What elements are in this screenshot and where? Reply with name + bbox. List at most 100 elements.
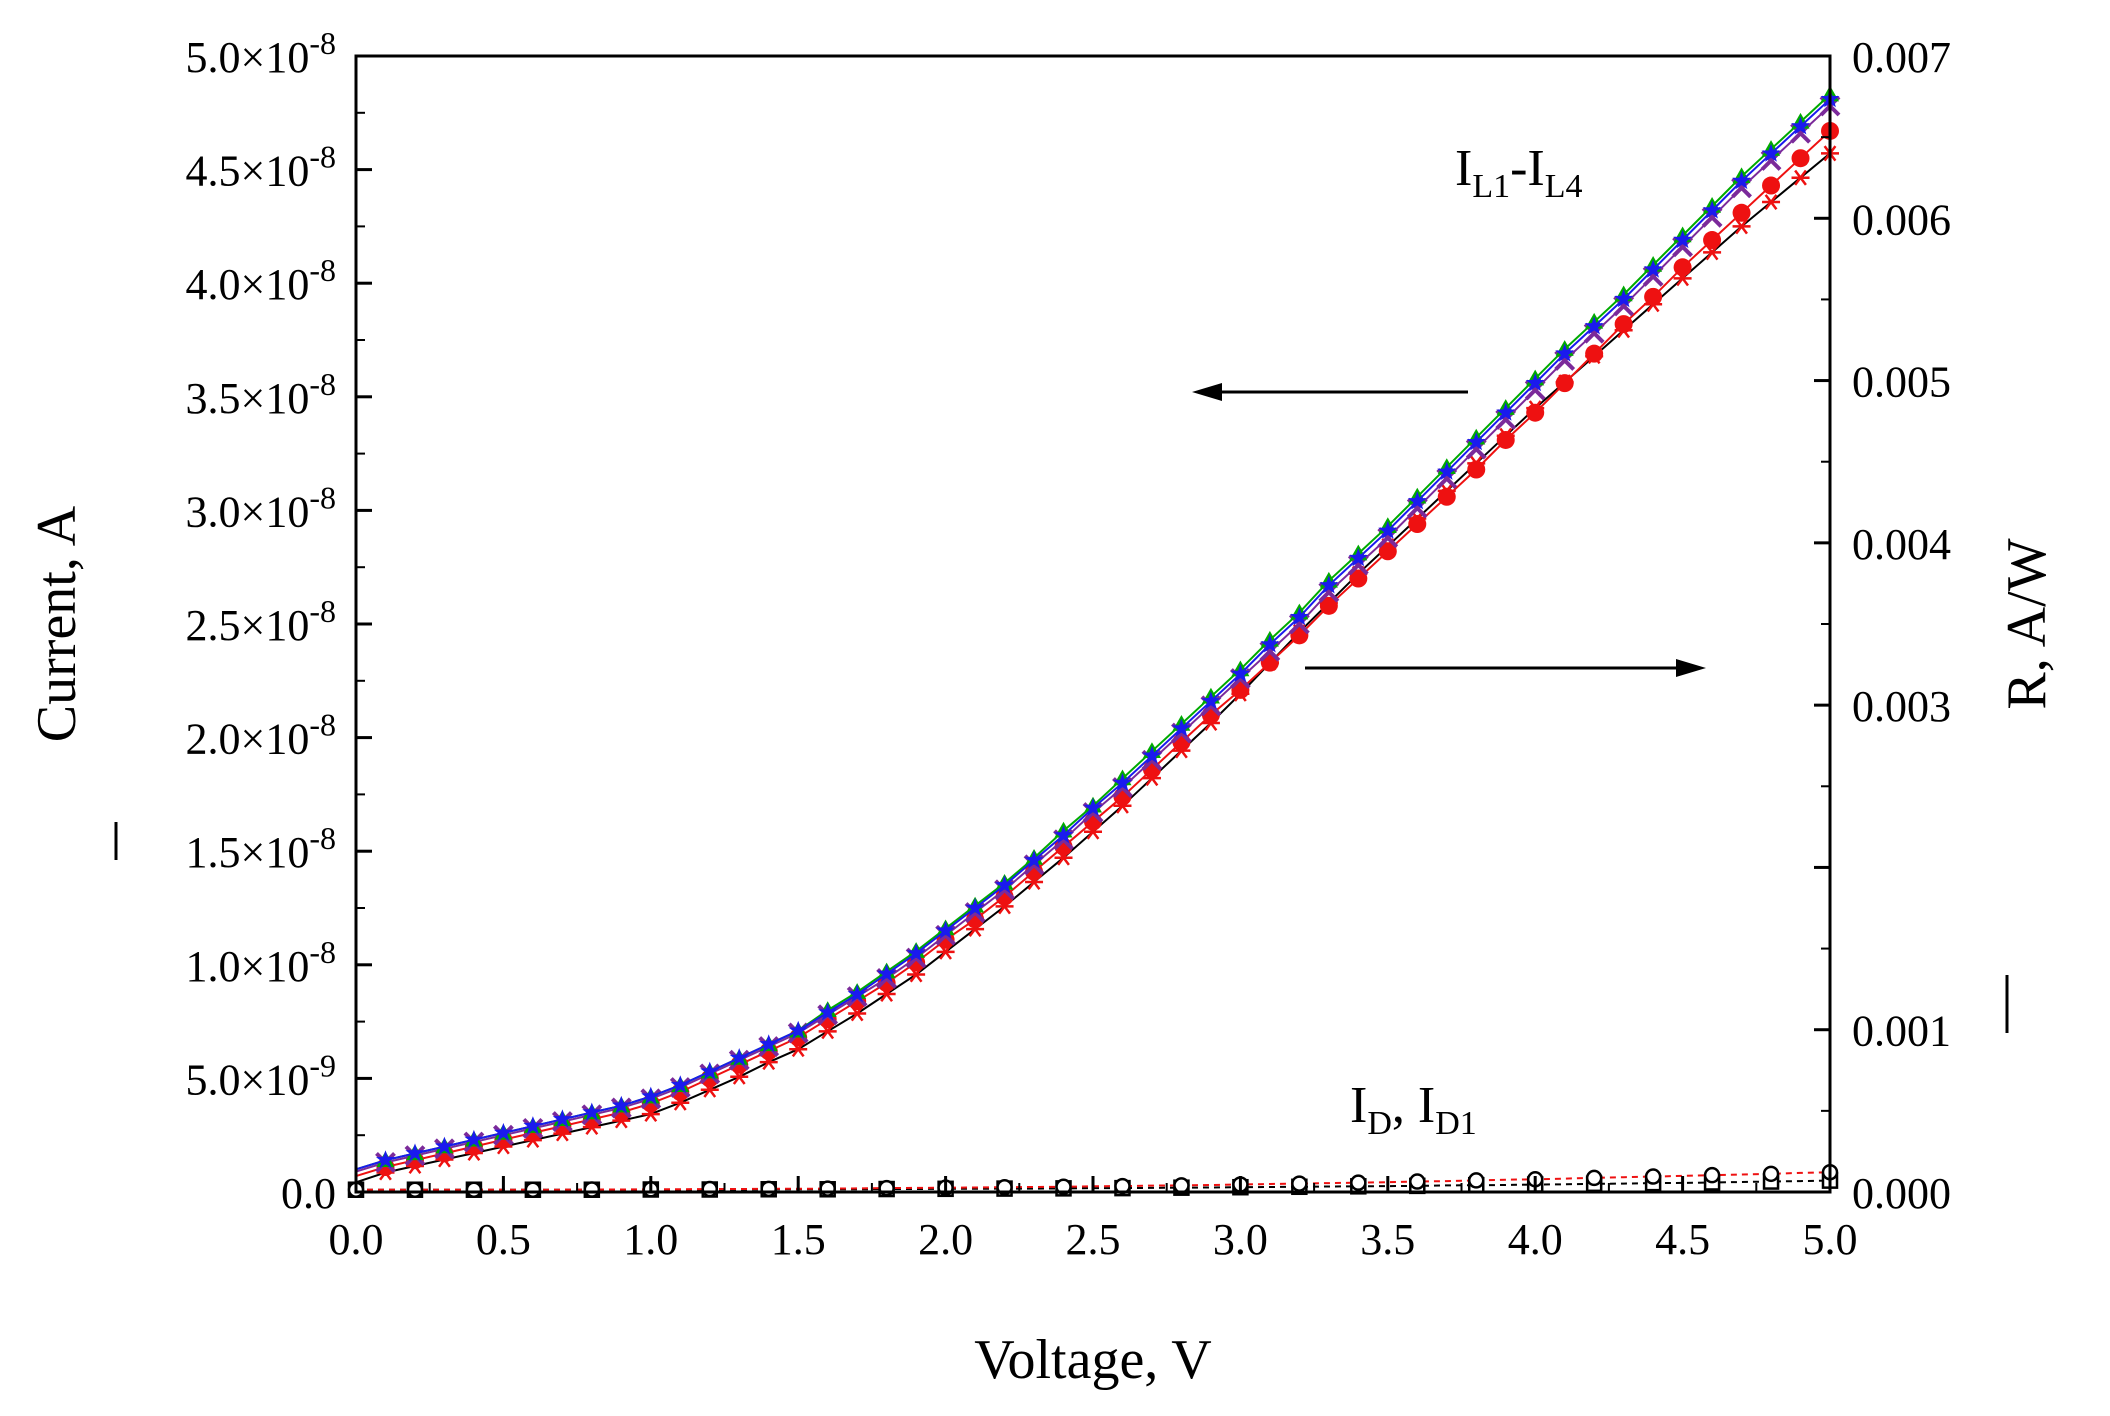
- y-tick-label: 2.5×10-8: [186, 593, 336, 650]
- data-point: [1673, 258, 1692, 277]
- data-point: [1762, 1165, 1780, 1183]
- data-point: [1466, 432, 1486, 451]
- dark-current-label: ID, ID1: [1350, 1077, 1477, 1142]
- data-point: [1673, 230, 1693, 249]
- y-tick-label: 3.5×10-8: [186, 366, 336, 423]
- data-point: [1467, 1172, 1485, 1189]
- data-point: [1643, 259, 1663, 278]
- y2-tick-label: 0.001: [1852, 1007, 1951, 1056]
- data-point: [582, 1102, 602, 1121]
- data-point: [965, 898, 985, 917]
- x-tick-label: 2.0: [918, 1215, 973, 1264]
- data-point: [700, 1061, 720, 1080]
- x-tick-label: 4.0: [1508, 1215, 1563, 1264]
- data-point: [1703, 1166, 1721, 1184]
- data-point: [729, 1048, 749, 1066]
- data-point: [1614, 289, 1634, 308]
- data-point: [1349, 569, 1368, 588]
- x-axis-title: Voltage, V: [974, 1329, 1211, 1391]
- data-point: [464, 1129, 484, 1148]
- data-point: [406, 1181, 424, 1198]
- data-point: [1555, 374, 1574, 393]
- data-point: [701, 1180, 719, 1198]
- data-point: [376, 1150, 395, 1169]
- data-point: [1496, 402, 1516, 421]
- series-il2: [355, 89, 1840, 1171]
- data-point: [1437, 487, 1456, 506]
- data-point: [877, 963, 897, 982]
- y-tick-label: 0.0: [281, 1169, 336, 1218]
- data-point: [1350, 1174, 1367, 1191]
- data-point: [1732, 218, 1751, 235]
- data-point: [1171, 718, 1191, 737]
- y-tick-label: 1.0×10-8: [186, 934, 336, 991]
- x-tick-label: 1.0: [623, 1215, 678, 1264]
- x-tick-label: 3.0: [1213, 1215, 1268, 1264]
- data-point: [1702, 200, 1722, 219]
- data-point: [1113, 773, 1132, 792]
- data-point: [1024, 850, 1044, 869]
- data-point: [1201, 691, 1221, 710]
- x-tick-label: 2.5: [1066, 1215, 1121, 1264]
- data-point: [1083, 798, 1103, 817]
- y2-tick-label: 0.006: [1852, 195, 1951, 244]
- data-point: [405, 1143, 425, 1162]
- data-point: [1378, 520, 1398, 539]
- data-point: [524, 1181, 542, 1198]
- data-point: [1525, 373, 1545, 392]
- y-tick-label: 4.0×10-8: [186, 252, 336, 309]
- data-point: [1791, 169, 1810, 186]
- data-point: [1289, 607, 1309, 626]
- x-tick-label: 4.5: [1655, 1215, 1710, 1264]
- data-point: [1409, 1173, 1426, 1190]
- data-point: [1230, 664, 1250, 683]
- data-point: [1378, 542, 1397, 561]
- data-point: [1173, 1177, 1190, 1194]
- data-point: [1644, 287, 1663, 306]
- y2-axis-title: R, A/W: [1996, 538, 2058, 709]
- data-point: [1054, 825, 1073, 844]
- data-point: [465, 1181, 483, 1198]
- y2-tick-label: 0.000: [1852, 1169, 1951, 1218]
- y2-tick-label: 0.003: [1852, 682, 1951, 731]
- data-point: [1408, 515, 1427, 534]
- data-point: [1319, 575, 1339, 594]
- data-point: [906, 943, 926, 962]
- data-point: [1732, 171, 1752, 190]
- y-axis-left: 0.0 5.0×10-9 1.0×10-8 1.5×10-8 2.0×10-8 2.5×1…: [186, 25, 372, 1218]
- series-il4: [355, 121, 1839, 1178]
- data-point: [936, 920, 956, 939]
- data-point: [995, 875, 1015, 894]
- arrow-to-right-axis: [1305, 659, 1706, 677]
- data-point: [1762, 194, 1781, 211]
- x-tick-label: 3.5: [1360, 1215, 1415, 1264]
- data-point: [1142, 745, 1162, 764]
- data-point: [1614, 315, 1633, 334]
- y2-tick-label: 0.005: [1852, 358, 1951, 407]
- data-point: [611, 1095, 631, 1114]
- x-tick-label: 5.0: [1803, 1215, 1858, 1264]
- x-tick-label: 0.0: [329, 1215, 384, 1264]
- data-point: [1555, 343, 1575, 362]
- data-point: [759, 1034, 779, 1053]
- data-point: [1703, 231, 1722, 250]
- data-point: [552, 1109, 572, 1128]
- y-tick-label: 5.0×10-9: [186, 1047, 336, 1104]
- data-point: [523, 1116, 543, 1135]
- data-point: [1260, 634, 1280, 653]
- data-point: [1585, 1169, 1603, 1187]
- y-tick-label: 5.0×10-8: [186, 25, 336, 82]
- data-point: [847, 984, 867, 1003]
- x-tick-label: 1.5: [771, 1215, 826, 1264]
- y-tick-label: 4.5×10-8: [186, 139, 336, 196]
- data-point: [1791, 149, 1810, 168]
- data-point: [1762, 176, 1781, 195]
- y-axis-title: Current, A: [26, 505, 88, 742]
- y-tick-label: 2.0×10-8: [186, 707, 336, 764]
- data-point: [1761, 143, 1781, 162]
- light-current-label: IL1-IL4: [1455, 140, 1583, 205]
- data-point: [1467, 460, 1486, 479]
- data-point: [583, 1181, 601, 1198]
